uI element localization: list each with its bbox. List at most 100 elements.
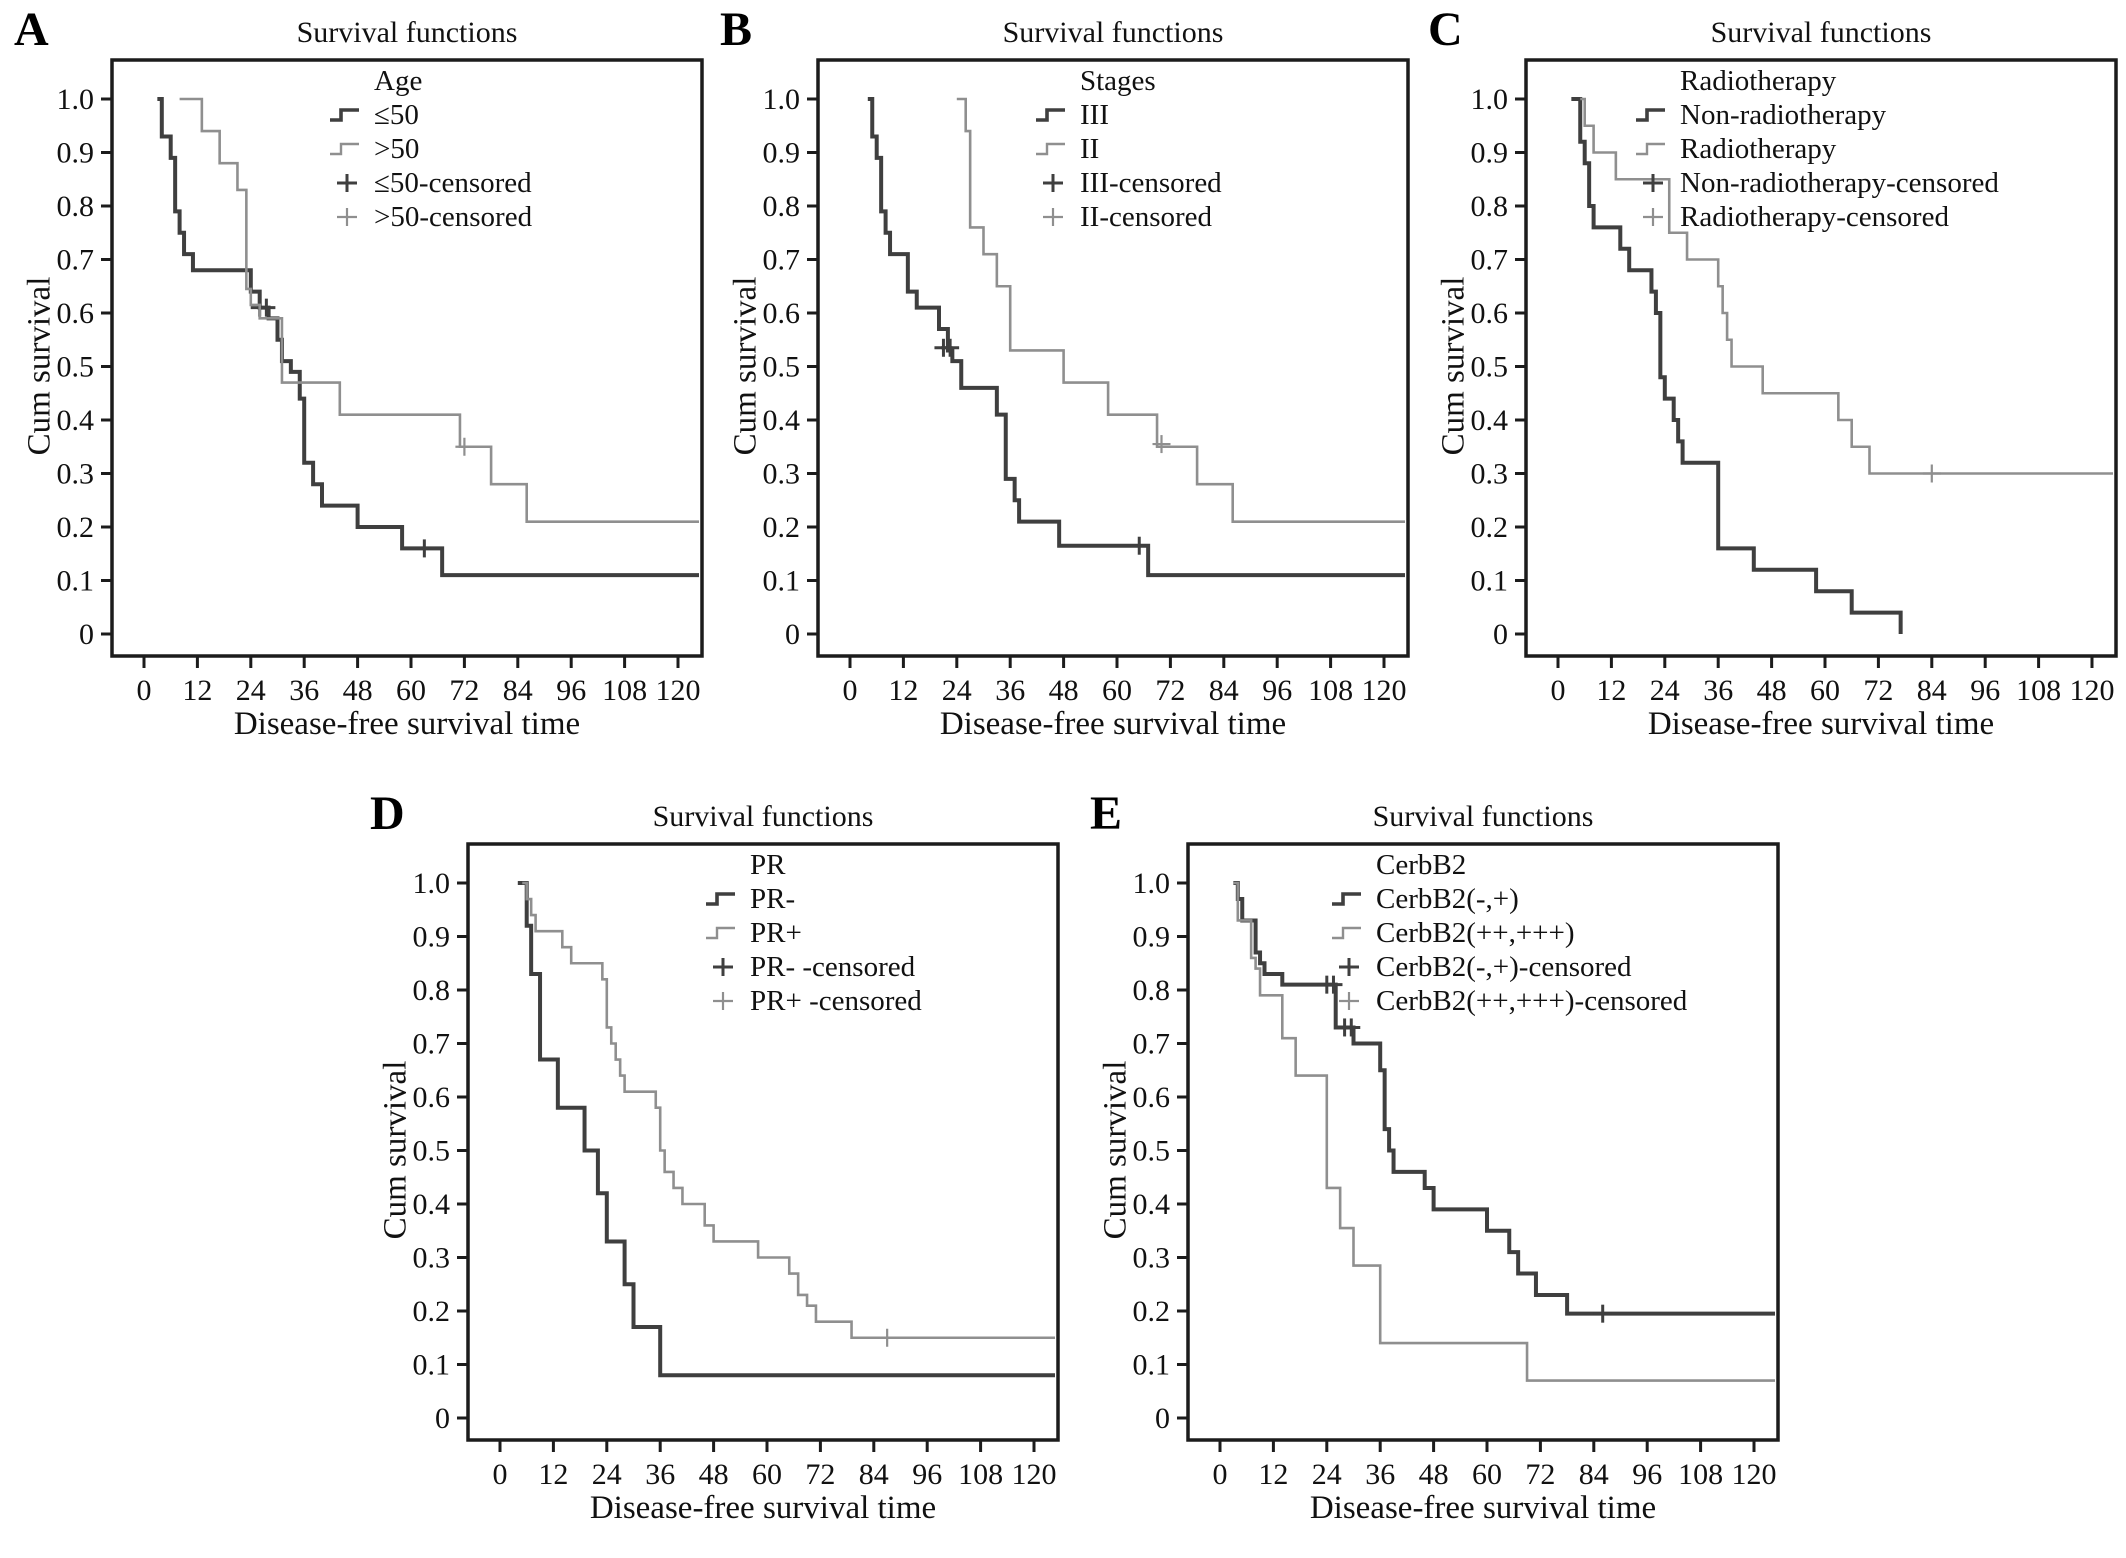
svg-text:0.8: 0.8 xyxy=(763,190,801,223)
legend-item: II xyxy=(1034,132,1222,166)
legend-item: ≤50 xyxy=(328,98,532,132)
svg-text:0.3: 0.3 xyxy=(1471,458,1509,491)
censor-plus-glyph-light-icon xyxy=(1330,989,1376,1013)
svg-text:84: 84 xyxy=(1209,674,1239,707)
step-line-glyph-light-icon xyxy=(1034,137,1080,161)
censor-plus-glyph-dark-icon xyxy=(1634,171,1680,195)
svg-text:72: 72 xyxy=(1863,674,1893,707)
legend-label: CerbB2(-,+)-censored xyxy=(1376,951,1632,983)
legend-label: PR+ -censored xyxy=(750,985,922,1017)
step-line-glyph-dark-icon xyxy=(704,887,750,911)
censor-plus-glyph-light-icon xyxy=(328,205,374,229)
svg-text:24: 24 xyxy=(592,1458,622,1491)
x-axis-label: Disease-free survival time xyxy=(1647,706,1995,742)
svg-text:24: 24 xyxy=(942,674,972,707)
panel-letter: A xyxy=(14,3,49,56)
svg-text:48: 48 xyxy=(1757,674,1787,707)
legend-item: Radiotherapy-censored xyxy=(1634,200,1999,234)
svg-text:0.8: 0.8 xyxy=(413,974,451,1007)
plot-title: Survival functions xyxy=(652,800,874,833)
svg-text:108: 108 xyxy=(958,1458,1003,1491)
svg-text:0.8: 0.8 xyxy=(1133,974,1171,1007)
legend-label: CerbB2(++,+++)-censored xyxy=(1376,985,1688,1017)
panel-A: A Survival functions Cum survival 0 12 24 3… xyxy=(10,3,716,774)
plot-title: Survival functions xyxy=(1002,16,1224,49)
svg-text:0.4: 0.4 xyxy=(763,404,801,437)
step-line-glyph-light-icon xyxy=(1330,921,1376,945)
legend-item: Non-radiotherapy-censored xyxy=(1634,166,1999,200)
svg-text:60: 60 xyxy=(1472,1458,1502,1491)
svg-text:0.5: 0.5 xyxy=(413,1135,451,1168)
svg-text:0.7: 0.7 xyxy=(413,1028,451,1061)
legend-item: >50 xyxy=(328,132,532,166)
legend: CerbB2 CerbB2(-,+) CerbB2(++,+++) CerbB2… xyxy=(1330,848,1687,1018)
svg-text:0.6: 0.6 xyxy=(57,297,95,330)
legend-item: PR- xyxy=(704,882,922,916)
svg-text:0.7: 0.7 xyxy=(763,244,801,277)
svg-text:0: 0 xyxy=(1493,618,1508,651)
legend-label: PR+ xyxy=(750,917,802,949)
legend-item: ≤50-censored xyxy=(328,166,532,200)
plot-title: Survival functions xyxy=(1710,16,1932,49)
legend-label: Radiotherapy-censored xyxy=(1680,201,1949,233)
svg-text:120: 120 xyxy=(1362,674,1407,707)
x-axis-label: Disease-free survival time xyxy=(589,1490,937,1526)
legend-label: ≤50 xyxy=(374,99,419,131)
svg-text:0.3: 0.3 xyxy=(1133,1242,1171,1275)
svg-text:96: 96 xyxy=(556,674,586,707)
svg-text:0.8: 0.8 xyxy=(57,190,95,223)
svg-text:108: 108 xyxy=(1678,1458,1723,1491)
svg-text:0.1: 0.1 xyxy=(763,565,801,598)
svg-text:0.7: 0.7 xyxy=(1471,244,1509,277)
svg-text:48: 48 xyxy=(1049,674,1079,707)
svg-text:84: 84 xyxy=(859,1458,889,1491)
legend: PR PR- PR+ PR- -censored PR+ -censored xyxy=(704,848,922,1018)
step-line-glyph-dark-icon xyxy=(328,103,374,127)
svg-text:0.9: 0.9 xyxy=(57,137,95,170)
svg-text:84: 84 xyxy=(503,674,533,707)
svg-text:0.7: 0.7 xyxy=(1133,1028,1171,1061)
svg-text:0.4: 0.4 xyxy=(413,1188,451,1221)
svg-text:0.5: 0.5 xyxy=(1471,351,1509,384)
censor-plus-glyph-dark-icon xyxy=(704,955,750,979)
legend-label: II xyxy=(1080,133,1100,165)
censor-plus-glyph-dark-icon xyxy=(1330,955,1376,979)
panel-letter: C xyxy=(1428,3,1463,56)
panel-letter: B xyxy=(720,3,753,56)
svg-text:0.1: 0.1 xyxy=(1471,565,1509,598)
legend-item: >50-censored xyxy=(328,200,532,234)
svg-text:72: 72 xyxy=(1525,1458,1555,1491)
svg-text:0.4: 0.4 xyxy=(1133,1188,1171,1221)
svg-text:0: 0 xyxy=(1551,674,1566,707)
legend: Stages III II III-censored II-censored xyxy=(1034,64,1222,234)
step-line-glyph-dark-icon xyxy=(1330,887,1376,911)
svg-text:0: 0 xyxy=(1213,1458,1228,1491)
svg-text:0: 0 xyxy=(137,674,152,707)
step-line-glyph-dark-icon xyxy=(1034,103,1080,127)
legend-item: Radiotherapy xyxy=(1634,132,1999,166)
legend-item: II-censored xyxy=(1034,200,1222,234)
svg-text:96: 96 xyxy=(1262,674,1292,707)
svg-text:0.6: 0.6 xyxy=(1133,1081,1171,1114)
svg-text:96: 96 xyxy=(1970,674,2000,707)
step-line-glyph-light-icon xyxy=(704,921,750,945)
svg-text:84: 84 xyxy=(1917,674,1947,707)
svg-text:96: 96 xyxy=(912,1458,942,1491)
svg-text:36: 36 xyxy=(1703,674,1733,707)
legend-item: PR- -censored xyxy=(704,950,922,984)
legend-title-row: PR xyxy=(704,848,922,882)
svg-text:0.9: 0.9 xyxy=(413,921,451,954)
svg-text:120: 120 xyxy=(656,674,701,707)
svg-text:12: 12 xyxy=(1596,674,1626,707)
svg-text:36: 36 xyxy=(289,674,319,707)
legend-item: III xyxy=(1034,98,1222,132)
legend-title: PR xyxy=(750,849,786,881)
legend-item: Non-radiotherapy xyxy=(1634,98,1999,132)
legend-label: III-censored xyxy=(1080,167,1222,199)
svg-text:0: 0 xyxy=(493,1458,508,1491)
legend: Age ≤50 >50 ≤50-censored >50-censored xyxy=(328,64,532,234)
svg-text:0.9: 0.9 xyxy=(1133,921,1171,954)
step-line-glyph-light-icon xyxy=(1634,137,1680,161)
legend-label: Radiotherapy xyxy=(1680,133,1837,165)
svg-text:60: 60 xyxy=(752,1458,782,1491)
